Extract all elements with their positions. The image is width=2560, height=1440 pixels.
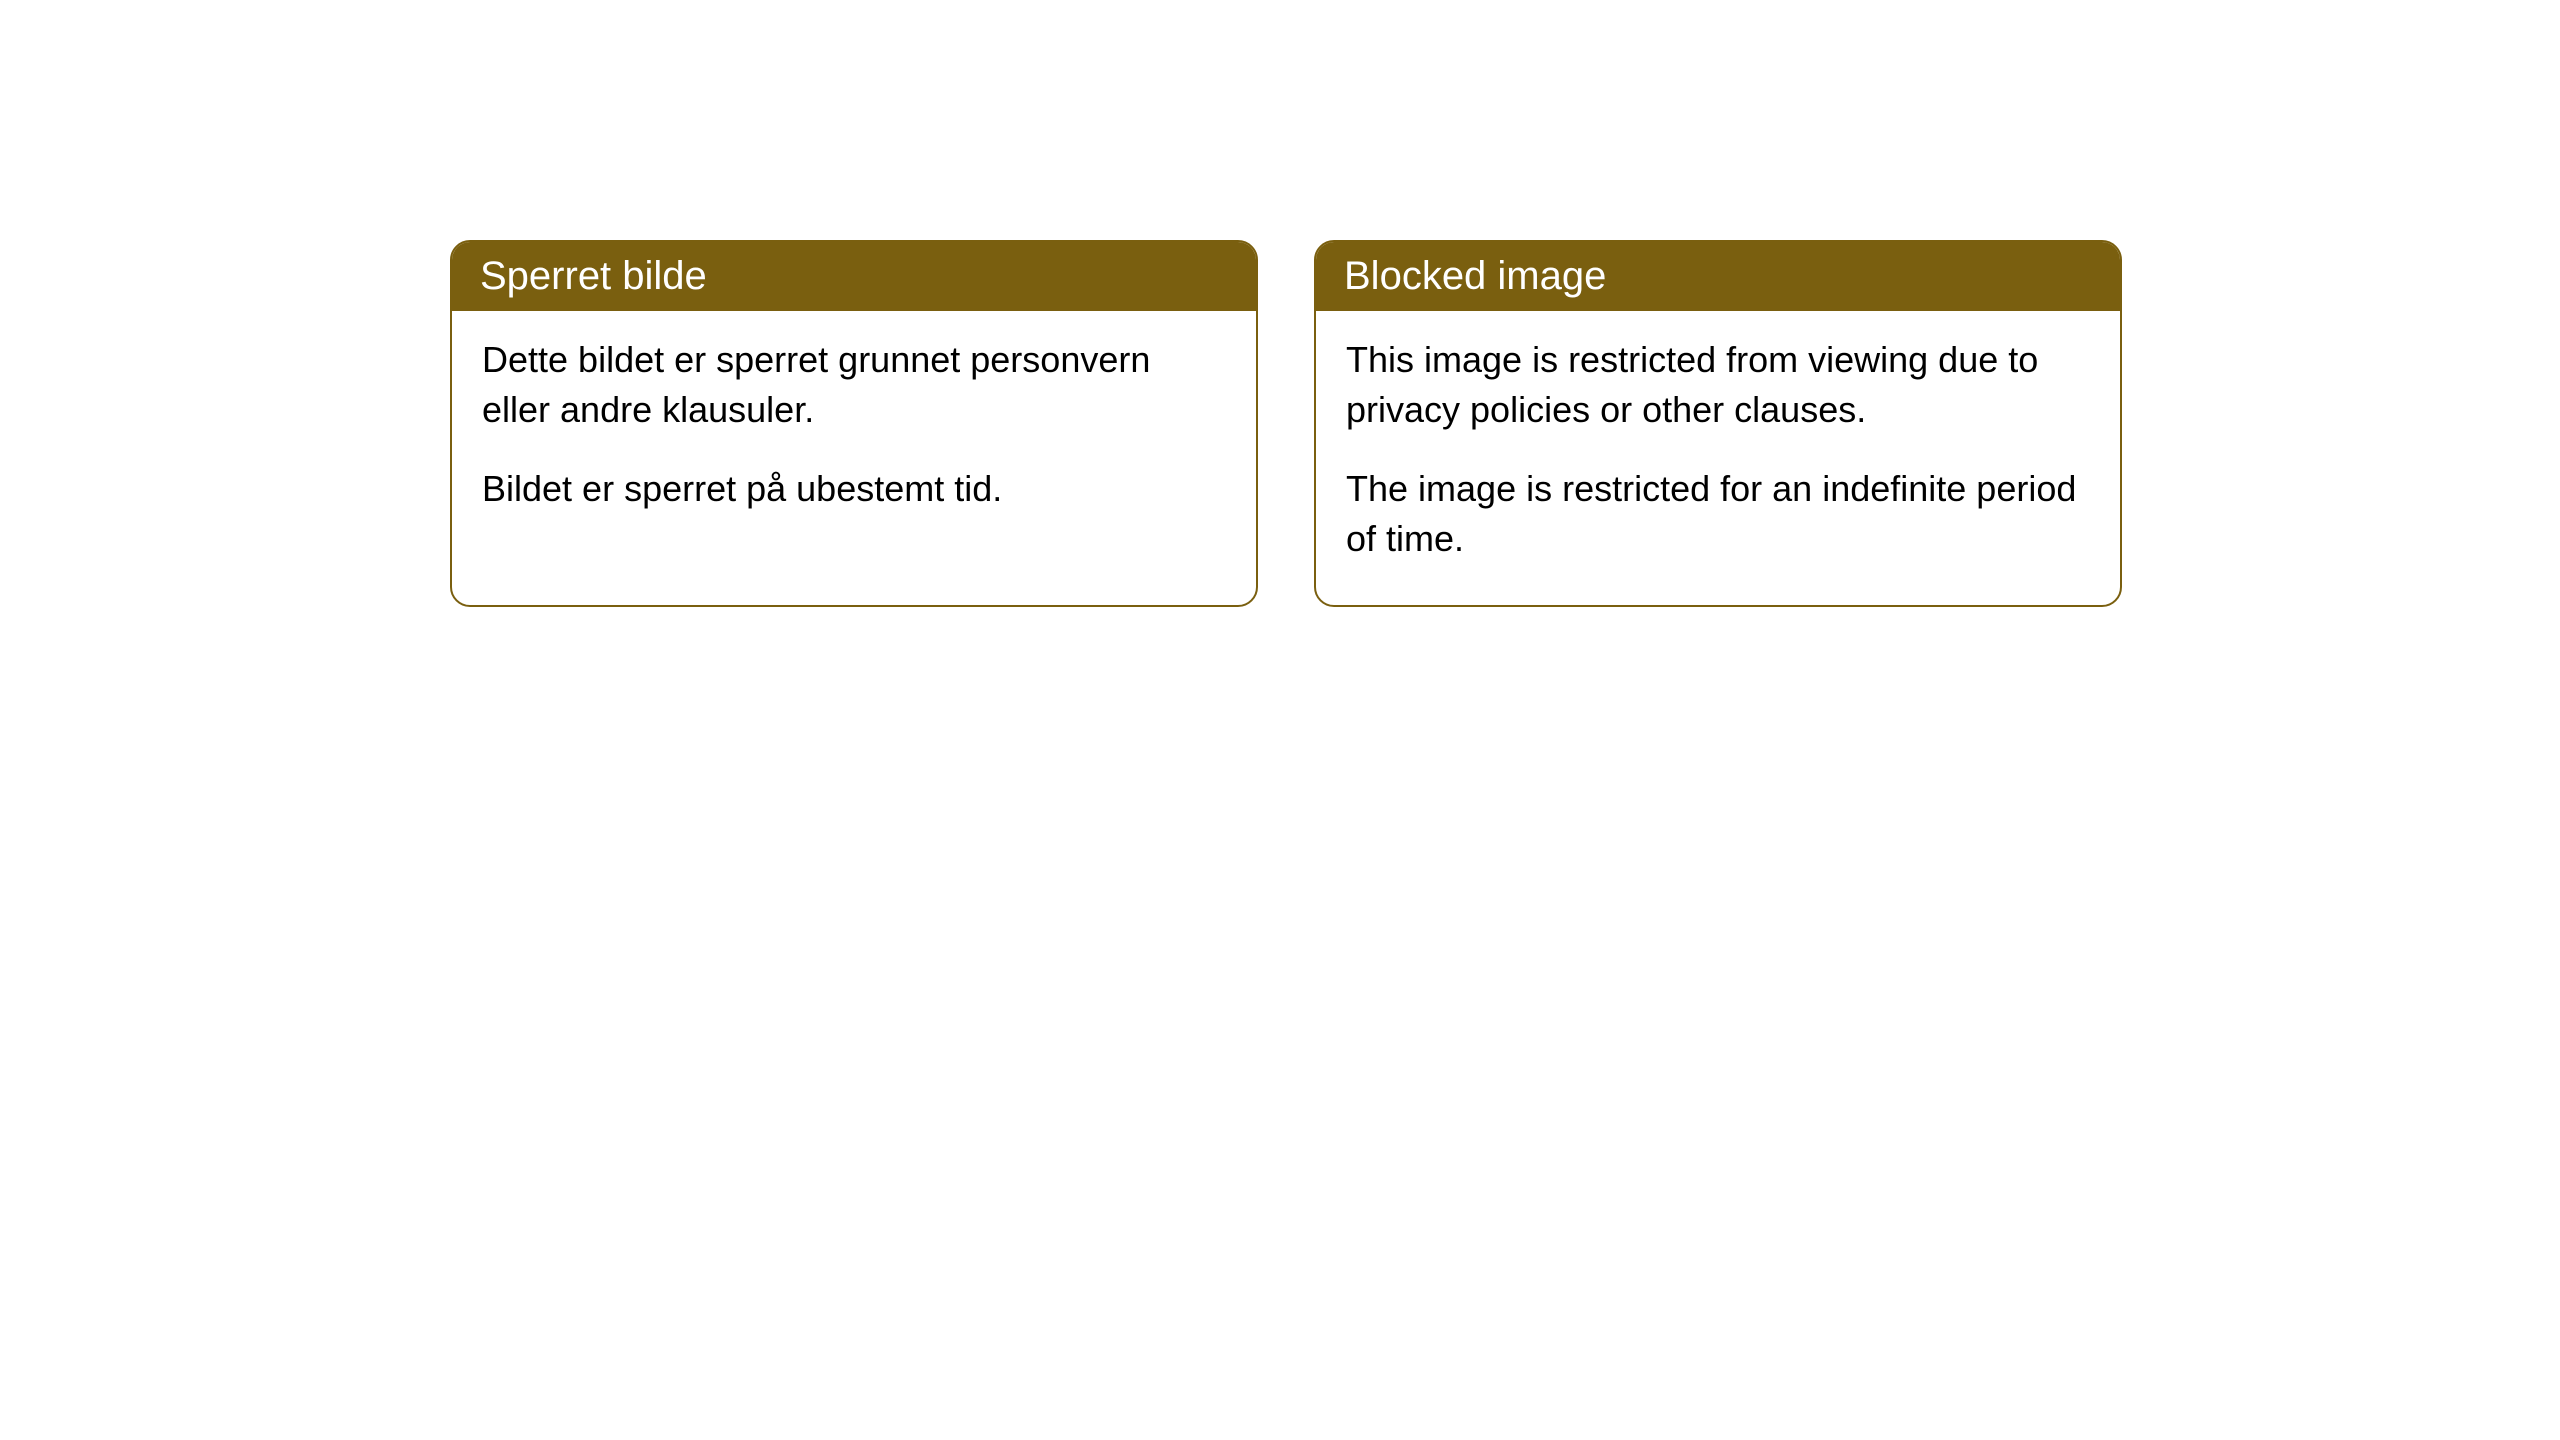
card-title: Sperret bilde bbox=[480, 254, 707, 298]
blocked-image-card-english: Blocked image This image is restricted f… bbox=[1314, 240, 2122, 607]
card-paragraph-2: The image is restricted for an indefinit… bbox=[1346, 464, 2090, 565]
notice-cards-container: Sperret bilde Dette bildet er sperret gr… bbox=[450, 240, 2122, 607]
blocked-image-card-norwegian: Sperret bilde Dette bildet er sperret gr… bbox=[450, 240, 1258, 607]
card-paragraph-1: This image is restricted from viewing du… bbox=[1346, 335, 2090, 436]
card-title: Blocked image bbox=[1344, 254, 1606, 298]
card-paragraph-1: Dette bildet er sperret grunnet personve… bbox=[482, 335, 1226, 436]
card-body: This image is restricted from viewing du… bbox=[1316, 311, 2120, 605]
card-header: Blocked image bbox=[1316, 242, 2120, 311]
card-body: Dette bildet er sperret grunnet personve… bbox=[452, 311, 1256, 554]
card-paragraph-2: Bildet er sperret på ubestemt tid. bbox=[482, 464, 1226, 514]
card-header: Sperret bilde bbox=[452, 242, 1256, 311]
